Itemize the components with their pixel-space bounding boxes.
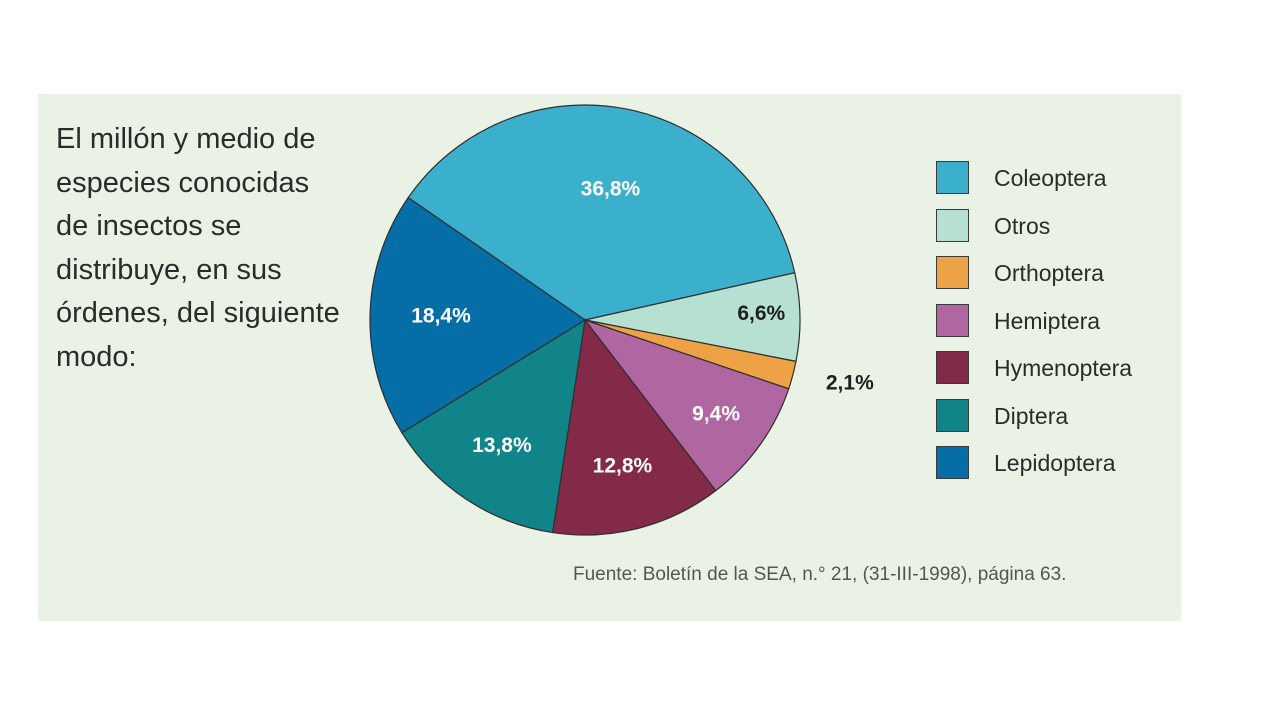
legend-swatch [936,208,969,242]
legend-label: Diptera [994,402,1069,429]
slice-label-hymenoptera: 12,8% [593,454,653,477]
slice-label-coleoptera: 36,8% [581,178,641,201]
pie-slice-hemiptera [583,318,790,492]
legend-swatch [936,303,969,337]
slice-label-orthoptera: 2,1% [826,371,874,394]
legend-swatch [936,446,969,479]
legend-label: Hymenoptera [994,355,1133,381]
legend-label: Coleoptera [994,165,1107,191]
slice-label-diptera: 13,8% [472,434,532,457]
legend-swatch [936,256,969,289]
legend-label: Hemiptera [994,307,1101,334]
legend-label: Orthoptera [994,260,1104,286]
pie-slice-lepidoptera [369,196,587,434]
slice-label-lepidoptera: 18,4% [411,305,471,328]
pie-slice-hymenoptera [551,318,717,536]
legend-swatch [936,351,969,384]
legend-swatch [936,161,969,194]
pie-slice-diptera [401,318,586,534]
pie-slice-coleoptera [407,104,796,321]
slice-label-hemiptera: 9,4% [692,402,740,425]
legend-swatch [936,398,969,432]
legend-label: Otros [994,212,1051,239]
legend-label: Lepidoptera [994,450,1116,476]
slice-label-otros: 6,6% [737,302,785,325]
source-note: Fuente: Boletín de la SEA, n.° 21, (31-I… [573,564,1067,585]
intro-text: El millón y medio de especies conocidas … [56,123,340,373]
